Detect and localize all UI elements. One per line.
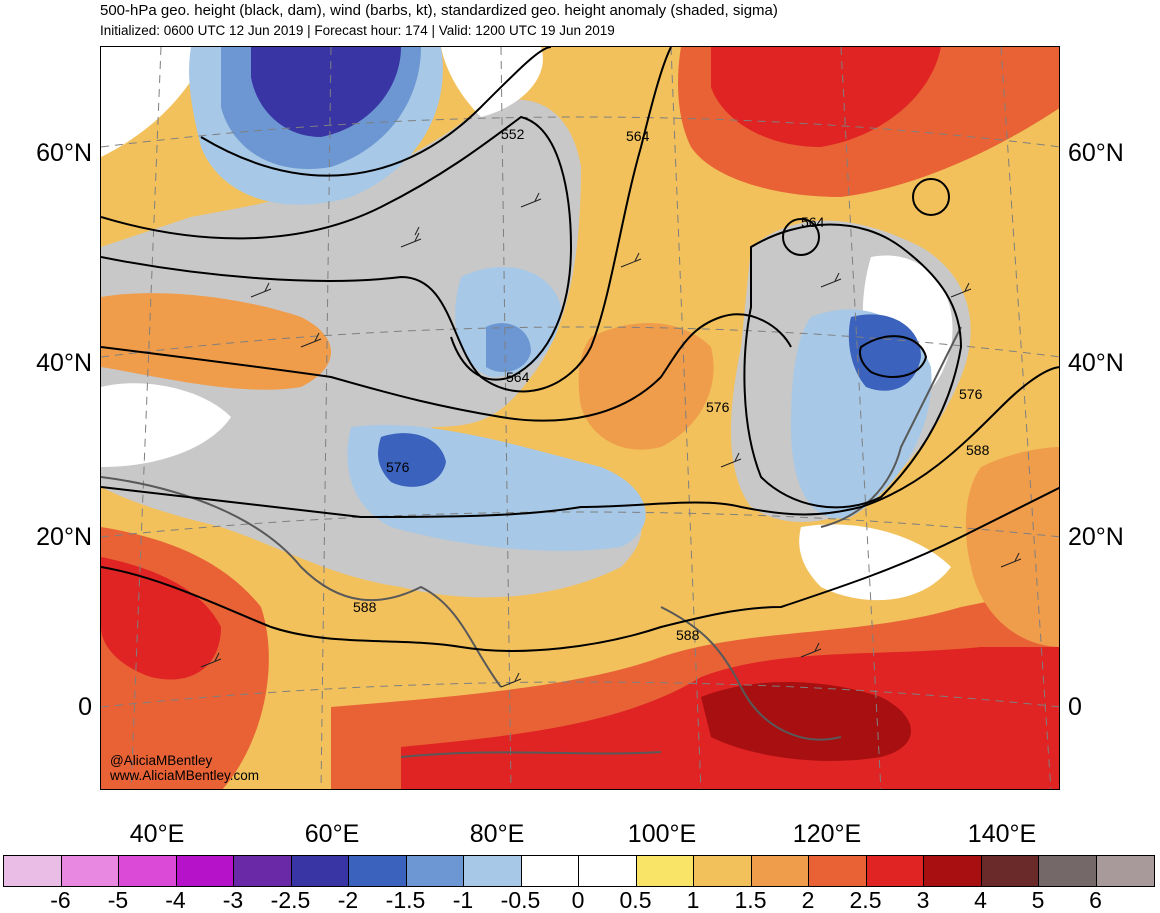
- anomaly-region-white-se: [799, 524, 951, 601]
- lon-label: 140°E: [967, 820, 1037, 848]
- lat-label-left: 40°N: [36, 349, 92, 377]
- colorbar-label: -2.5: [270, 887, 311, 913]
- anomaly-map: 552 564 564 564 576 576 576 588 588 588: [101, 47, 1059, 789]
- colorbar-swatch: [291, 856, 349, 886]
- anomaly-region-positive-north-core: [711, 47, 941, 147]
- colorbar-swatch: [579, 856, 637, 886]
- lon-label: 60°E: [304, 820, 360, 848]
- colorbar-swatch: [924, 856, 982, 886]
- colorbar-swatch: [119, 856, 177, 886]
- anomaly-region-white-north: [441, 47, 543, 117]
- credit-website: www.AliciaMBentley.com: [110, 768, 260, 783]
- colorbar-label: 3: [916, 887, 930, 913]
- anomaly-region-negative-east-core: [848, 314, 921, 391]
- contour-label: 576: [706, 399, 730, 415]
- map-panel: 552 564 564 564 576 576 576 588 588 588: [100, 46, 1060, 790]
- wind-barbs: [200, 192, 1022, 688]
- colorbar-label: -6: [50, 887, 71, 913]
- lat-label-left: 60°N: [36, 139, 92, 167]
- lat-label-left: 20°N: [36, 523, 92, 551]
- colorbar-label: -5: [107, 887, 129, 913]
- colorbar-label: 2: [801, 887, 815, 913]
- colorbar-swatch: [1039, 856, 1097, 886]
- contour-label: 564: [801, 214, 825, 230]
- contour-label: 588: [966, 442, 990, 458]
- colorbar: [3, 855, 1155, 887]
- anomaly-region-negative-nw-core: [251, 47, 401, 137]
- lon-label: 120°E: [792, 820, 862, 848]
- lat-label-right: 20°N: [1068, 523, 1124, 551]
- anomaly-region-positive-west: [101, 293, 331, 390]
- contour-label: 576: [959, 386, 983, 402]
- colorbar-label: 1: [686, 887, 700, 913]
- colorbar-label: 4: [974, 887, 987, 913]
- colorbar-swatch: [1096, 856, 1154, 886]
- colorbar-label: 6: [1089, 887, 1102, 913]
- lon-label: 100°E: [627, 820, 697, 848]
- graticule: [101, 47, 1059, 789]
- colorbar-label: -1: [452, 887, 474, 913]
- colorbar-label: 2.5: [849, 887, 882, 913]
- colorbar-swatch: [406, 856, 464, 886]
- colorbar-swatch: [636, 856, 694, 886]
- colorbar-label: -0.5: [500, 887, 541, 913]
- anomaly-region-white-nw: [101, 47, 211, 157]
- colorbar-swatch: [349, 856, 407, 886]
- colorbar-swatch: [234, 856, 292, 886]
- colorbar-swatch: [61, 856, 119, 886]
- map-subtitle: Initialized: 0600 UTC 12 Jun 2019 | Fore…: [100, 23, 615, 38]
- lat-label-right: 0: [1068, 693, 1082, 721]
- height-contour-labels: 552 564 564 564 576 576 576 588 588 588: [353, 126, 990, 643]
- colorbar-label: 0.5: [619, 887, 652, 913]
- lon-label: 80°E: [469, 820, 525, 848]
- colorbar-swatch: [694, 856, 752, 886]
- contour-label: 552: [501, 126, 525, 142]
- lat-label-right: 40°N: [1068, 349, 1124, 377]
- colorbar-swatch: [866, 856, 924, 886]
- anomaly-region-negative-south-core: [378, 433, 446, 487]
- height-contours: [101, 47, 1059, 652]
- contour-label: 588: [353, 599, 377, 615]
- anomaly-region-positive-tropics-max: [701, 682, 911, 761]
- contour-label: 576: [386, 459, 410, 475]
- colorbar-label: -3: [222, 887, 244, 913]
- colorbar-label: 1.5: [734, 887, 767, 913]
- anomaly-region-positive-pacific: [965, 447, 1059, 647]
- anomaly-region-white-west: [101, 383, 231, 467]
- colorbar-label: -4: [165, 887, 186, 913]
- anomaly-region-positive-mongolia: [578, 323, 714, 450]
- anomaly-region-negative-central: [455, 267, 561, 377]
- lon-label: 40°E: [129, 820, 185, 848]
- contour-label: 564: [506, 369, 530, 385]
- colorbar-label: 0: [571, 887, 585, 913]
- colorbar-swatch: [809, 856, 867, 886]
- colorbar-label: 5: [1031, 887, 1045, 913]
- anomaly-region-negative-central-core: [486, 323, 531, 372]
- contour-label: 588: [676, 627, 700, 643]
- credit-handle: @AliciaMBentley: [110, 753, 213, 768]
- anomaly-region-positive-southwest-core: [101, 557, 221, 680]
- colorbar-swatch: [464, 856, 522, 886]
- colorbar-label: -2: [337, 887, 359, 913]
- lat-label-right: 60°N: [1068, 139, 1124, 167]
- colorbar-swatch: [4, 856, 62, 886]
- colorbar-label: -1.5: [385, 887, 426, 913]
- coastlines: [101, 326, 962, 758]
- contour-label: 564: [626, 128, 650, 144]
- colorbar-swatch: [981, 856, 1039, 886]
- colorbar-swatch: [751, 856, 809, 886]
- colorbar-swatch: [521, 856, 579, 886]
- map-title: 500-hPa geo. height (black, dam), wind (…: [100, 2, 778, 19]
- colorbar-swatch: [176, 856, 234, 886]
- lat-label-left: 0: [78, 693, 92, 721]
